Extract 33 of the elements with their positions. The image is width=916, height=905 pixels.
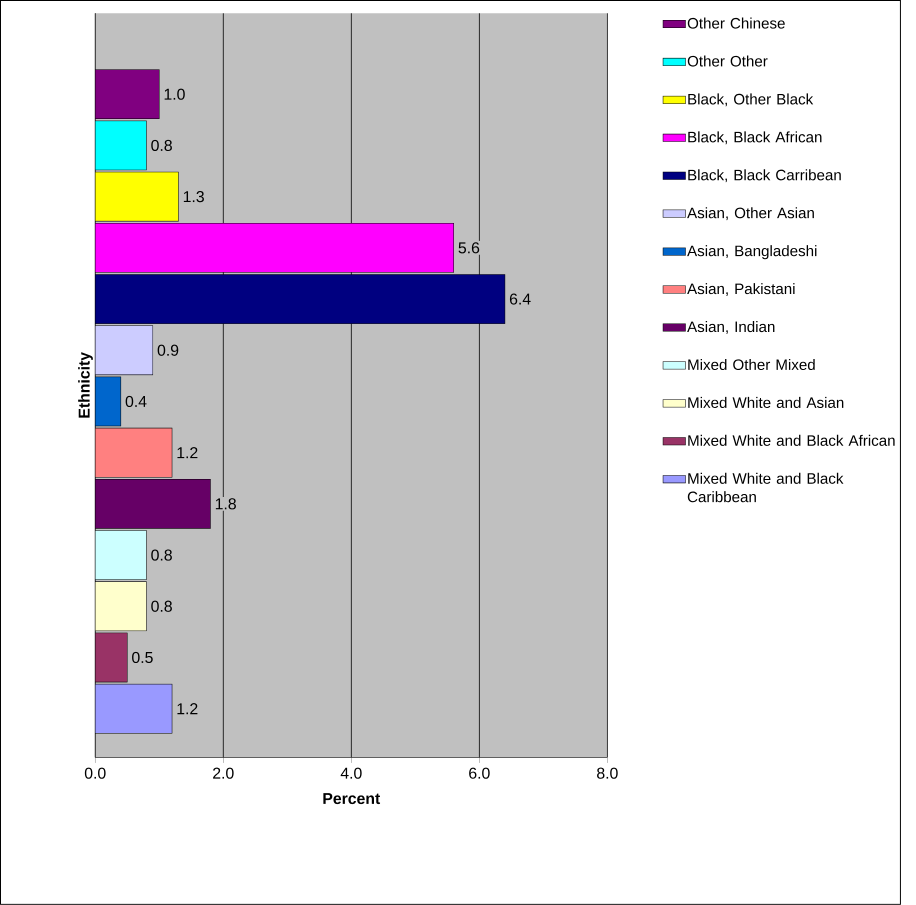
x-tick-label: 6.0 xyxy=(469,768,490,779)
data-label: 0.5 xyxy=(132,652,153,664)
legend-label: Black, Black African xyxy=(688,131,822,144)
legend-label: Asian, Bangladeshi xyxy=(687,245,816,260)
legend-label: Other Other xyxy=(688,56,768,67)
data-label: 5.6 xyxy=(458,242,480,254)
legend-label: Asian, Pakistani xyxy=(687,283,795,296)
data-label: 0.4 xyxy=(126,396,147,408)
legend-label: Other Chinese xyxy=(688,18,785,29)
legend-label: Mixed White and Asian xyxy=(688,396,844,408)
x-tick-label: 2.0 xyxy=(213,768,234,779)
legend-label: Asian, Other Asian xyxy=(687,207,814,220)
x-tick-label: 0.0 xyxy=(84,768,106,779)
data-label: 0.8 xyxy=(151,140,172,152)
data-label: 1.0 xyxy=(164,88,185,100)
data-label: 1.2 xyxy=(177,447,198,458)
x-tick-label: 8.0 xyxy=(597,768,618,779)
data-label: 0.8 xyxy=(151,600,172,612)
legend-label: Asian, Indian xyxy=(687,321,774,334)
x-axis-title: Percent xyxy=(323,793,380,804)
data-label: 1.2 xyxy=(177,703,198,714)
legend-label: Black, Other Black xyxy=(688,93,814,106)
legend-label: Mixed White and Black African xyxy=(688,434,895,446)
data-label: 0.9 xyxy=(158,344,178,356)
x-tick-label: 4.0 xyxy=(340,768,362,779)
legend-label: Mixed White and Black Caribbean xyxy=(688,472,844,502)
data-label: 1.8 xyxy=(216,498,236,510)
legend-label: Mixed Other Mixed xyxy=(688,359,815,370)
y-axis-title: Ethnicity xyxy=(78,352,93,418)
data-label: 1.3 xyxy=(184,191,204,202)
data-label: 6.4 xyxy=(510,294,531,305)
legend-label: Black, Black Carribean xyxy=(688,169,841,182)
data-label: 0.8 xyxy=(151,550,172,561)
